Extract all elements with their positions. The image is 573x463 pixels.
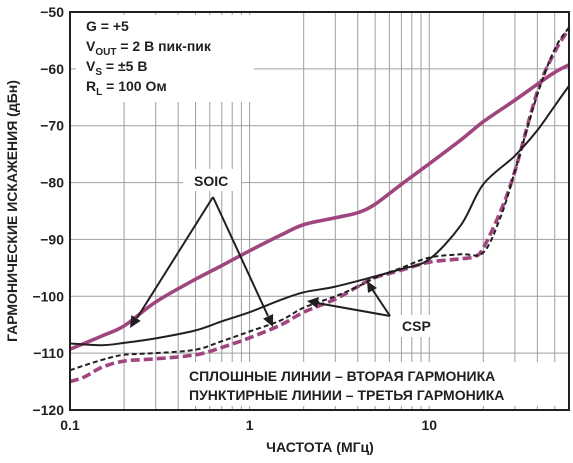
y-tick-label: −80 [40,175,64,191]
conditions-box: G = +5 VOUT = 2 В пик-пик VS = ±5 В RL =… [76,15,254,102]
line-style-notes-background [183,362,567,406]
condition-rl: RL = 100 Ом [86,78,167,98]
x-tick-label: 1 [246,417,254,433]
soic-arrowhead-right [263,314,274,327]
soic-arrow-to-third-harmonic [212,196,269,317]
soic-label-background [183,169,241,191]
series-soic-second-harmonic [69,63,570,351]
y-tick-label: −50 [40,4,64,20]
line-style-notes: СПЛОШНЫЕ ЛИНИИ – ВТОРАЯ ГАРМОНИКА ПУНКТИ… [183,362,567,406]
csp-arrow-to-third-harmonic [316,302,391,317]
x-axis-title: ЧАСТОТА (МГц) [266,439,374,455]
conditions-box-background [76,15,254,102]
x-tick-label: 10 [421,417,437,433]
condition-vout: VOUT = 2 В пик-пик [86,38,212,58]
y-tick-label: −60 [40,61,64,77]
csp-arrowhead-left [307,297,319,308]
series-csp-second-harmonic [69,85,570,347]
soic-label: SOIC [194,173,228,189]
csp-label: CSP [402,318,431,334]
soic-callout: SOIC [130,169,274,328]
y-axis-title: ГАРМОНИЧЕСКИЕ ИСКАЖЕНИЯ (дБн) [4,80,20,342]
y-tick-label: −90 [40,231,64,247]
soic-arrow-to-second-harmonic [136,196,214,319]
csp-label-background [398,315,442,337]
plot-frame [69,11,570,411]
condition-vs: VS = ±5 В [86,58,147,78]
series-layer [69,26,571,384]
solid-lines-note: СПЛОШНЫЕ ЛИНИИ – ВТОРАЯ ГАРМОНИКА [189,368,495,384]
x-tick-label: 0.1 [60,417,80,433]
condition-gain: G = +5 [86,18,129,34]
soic-arrowhead-left [130,315,141,328]
csp-callout: CSP [307,281,442,337]
y-tick-label: −110 [33,345,64,361]
csp-arrowhead-up [367,281,377,293]
y-tick-label: −100 [32,288,64,304]
series-csp-third-harmonic [69,26,570,372]
dashed-lines-note: ПУНКТИРНЫЕ ЛИНИИ – ТРЕТЬЯ ГАРМОНИКА [189,387,504,403]
csp-arrow-to-second-harmonic [371,288,391,317]
y-tick-label: −70 [40,118,64,134]
y-tick-label: −120 [32,402,64,418]
